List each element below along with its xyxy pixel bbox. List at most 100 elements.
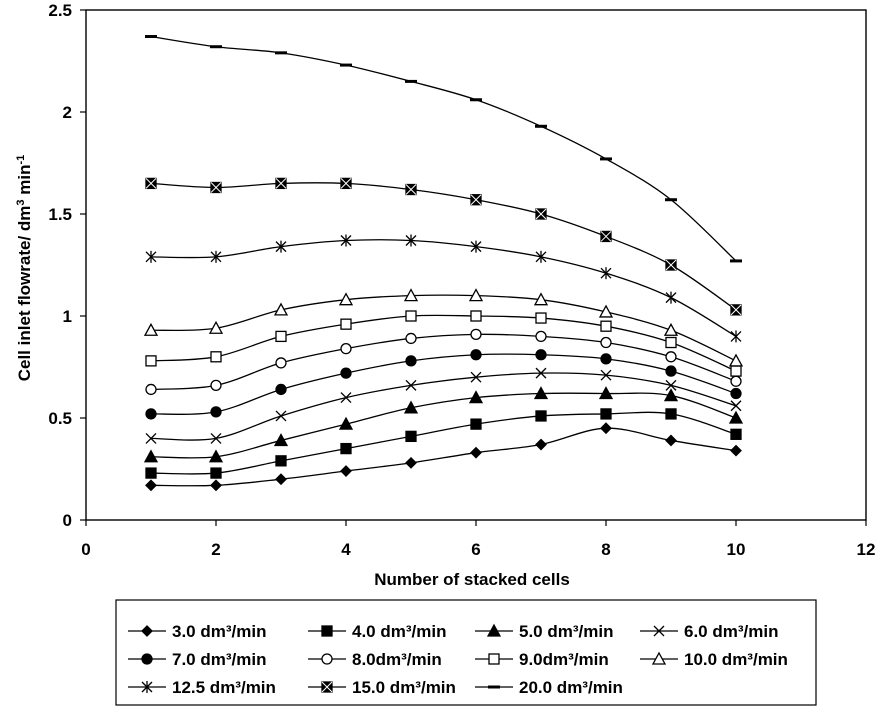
series-11	[145, 35, 742, 263]
legend-swatch-marker	[321, 653, 333, 665]
series-5	[145, 349, 742, 420]
series-4	[145, 367, 742, 444]
data-point	[665, 408, 677, 420]
series-8	[143, 288, 744, 367]
legend-swatch-marker	[653, 625, 665, 637]
data-point	[535, 312, 547, 324]
legend-item: 15.0 dm³/min	[308, 678, 456, 697]
data-point	[470, 371, 482, 383]
data-point	[275, 383, 287, 396]
data-point	[535, 367, 547, 379]
legend: 3.0 dm³/min 4.0 dm³/min 5.0 dm³/min 6.0 dm³…	[115, 599, 817, 706]
legend-label: 3.0 dm³/min	[172, 622, 266, 641]
legend-swatch-marker	[321, 681, 333, 693]
legend-item: 9.0dm³/min	[475, 650, 609, 669]
series-10	[145, 177, 742, 316]
plot-area-frame	[85, 9, 867, 521]
legend-label: 8.0dm³/min	[352, 650, 442, 669]
data-point	[273, 302, 289, 316]
legend-item: 4.0 dm³/min	[308, 622, 446, 641]
data-point	[405, 379, 417, 391]
legend-item: 6.0 dm³/min	[640, 622, 778, 641]
data-point	[533, 292, 549, 306]
data-point	[665, 259, 677, 271]
data-point	[338, 292, 354, 306]
data-point	[405, 430, 417, 443]
series-line	[150, 294, 737, 362]
x-tick-label: 0	[81, 540, 90, 559]
data-point	[665, 434, 677, 447]
legend-item: 3.0 dm³/min	[128, 622, 266, 641]
data-point	[340, 177, 352, 190]
y-tick-label: 0	[63, 511, 72, 530]
data-point	[600, 422, 612, 435]
y-axis-title-sup2: -1	[15, 155, 27, 165]
x-tick-label: 12	[857, 540, 875, 559]
data-point	[470, 418, 482, 430]
data-point	[208, 320, 224, 334]
data-point	[730, 330, 742, 343]
data-point	[665, 351, 677, 363]
series-line	[150, 314, 737, 372]
data-point	[210, 181, 222, 194]
data-point	[405, 234, 417, 247]
data-point	[468, 288, 484, 302]
data-point	[730, 387, 742, 400]
data-point	[663, 388, 679, 402]
legend-label: 9.0dm³/min	[519, 650, 609, 669]
legend-item: 12.5 dm³/min	[128, 678, 276, 697]
data-point	[208, 449, 224, 463]
data-point	[210, 432, 222, 444]
data-point	[600, 230, 612, 243]
data-point	[340, 442, 352, 455]
legend-label: 12.5 dm³/min	[172, 678, 276, 697]
legend-label: 5.0 dm³/min	[519, 622, 613, 641]
data-point	[275, 455, 287, 467]
data-point	[470, 310, 482, 322]
series-1	[145, 422, 742, 492]
data-point	[405, 332, 417, 345]
data-point	[468, 390, 484, 404]
legend-swatch-marker	[651, 651, 667, 665]
legend-item: 10.0 dm³/min	[640, 650, 788, 669]
data-point	[275, 410, 287, 422]
data-point	[405, 456, 417, 469]
data-point	[730, 400, 742, 412]
legend-label: 4.0 dm³/min	[352, 622, 446, 641]
x-tick-label: 8	[601, 540, 610, 559]
data-point	[145, 383, 157, 396]
data-point	[145, 432, 157, 444]
data-point	[210, 250, 222, 263]
legend-label: 15.0 dm³/min	[352, 678, 456, 697]
x-axis-title: Number of stacked cells	[374, 570, 570, 589]
series-9	[145, 234, 742, 343]
data-point	[535, 250, 547, 263]
legend-frame	[115, 599, 817, 706]
series-line	[150, 182, 737, 311]
data-point	[340, 465, 352, 477]
series-7	[145, 310, 742, 377]
series-line	[150, 333, 737, 391]
data-point	[730, 444, 742, 457]
data-point	[403, 288, 419, 302]
data-point	[663, 322, 679, 336]
series-line	[150, 372, 737, 441]
data-point	[405, 183, 417, 196]
y-axis-title: Cell inlet flowrate/ dm3 min-1	[15, 155, 34, 382]
y-axis-ticks: 0 0.5 1 1.5 2 2.5	[48, 1, 86, 530]
data-point	[338, 416, 354, 430]
data-point	[403, 400, 419, 414]
data-point	[273, 433, 289, 447]
data-point	[145, 467, 157, 479]
data-point	[210, 379, 222, 392]
legend-item: 8.0dm³/min	[308, 650, 442, 669]
data-point	[730, 375, 742, 387]
data-point	[728, 410, 744, 424]
x-tick-label: 4	[341, 540, 351, 559]
data-point	[665, 336, 677, 349]
data-point	[535, 349, 547, 361]
data-point	[145, 355, 157, 367]
series-3	[143, 386, 744, 463]
data-point	[730, 365, 742, 377]
